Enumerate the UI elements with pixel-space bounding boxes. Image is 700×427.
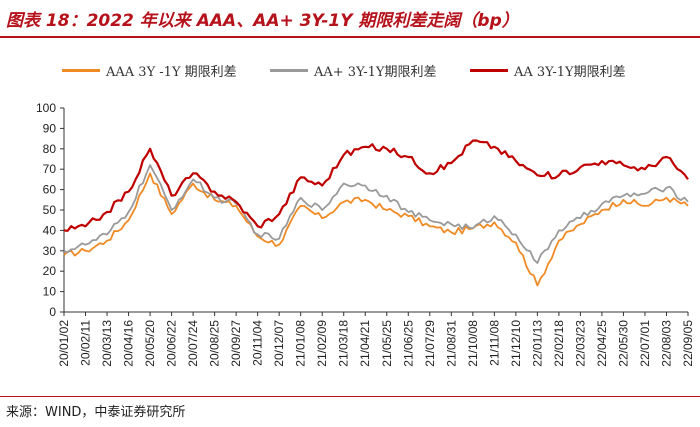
source-divider	[0, 396, 700, 397]
x-tick-label: 22/07/01	[638, 320, 652, 367]
legend-label-aa-plus: AA+ 3Y-1Y期限利差	[314, 64, 437, 80]
legend-swatch-aa-plus	[270, 68, 308, 72]
x-tick-label: 21/11/08	[487, 320, 501, 366]
x-tick-label: 20/08/25	[208, 320, 222, 367]
y-tick-label: 50	[43, 203, 57, 217]
y-tick-label: 70	[43, 162, 57, 176]
x-tick-label: 20/03/13	[100, 320, 114, 367]
legend-label-aaa: AAA 3Y -1Y 期限利差	[106, 64, 237, 80]
x-tick-label: 20/12/07	[272, 320, 286, 367]
x-tick-label: 21/10/08	[466, 320, 480, 367]
legend-item-aaa: AAA 3Y -1Y 期限利差	[62, 60, 237, 80]
x-tick-label: 21/03/18	[337, 320, 351, 367]
x-tick-label: 21/02/09	[315, 320, 329, 367]
x-tick-label: 22/01/13	[530, 320, 544, 367]
x-tick-label: 21/06/25	[401, 320, 415, 367]
y-tick-label: 80	[43, 142, 57, 156]
x-tick-label: 22/05/30	[616, 320, 630, 367]
legend-label-aa: AA 3Y-1Y期限利差	[514, 64, 626, 80]
legend-swatch-aaa	[62, 68, 100, 72]
x-tick-label: 20/06/22	[165, 320, 179, 367]
y-tick-label: 0	[49, 305, 56, 319]
y-tick-label: 30	[43, 244, 57, 258]
legend-item-aa: AA 3Y-1Y期限利差	[470, 60, 626, 80]
series-line-1	[63, 164, 689, 264]
legend-swatch-aa	[470, 68, 508, 72]
y-tick-label: 90	[43, 121, 57, 135]
x-tick-label: 22/03/23	[573, 320, 587, 367]
x-tick-label: 20/11/04	[251, 320, 265, 366]
y-tick-label: 10	[43, 285, 57, 299]
series-line-2	[63, 139, 689, 232]
y-tick-label: 100	[36, 101, 56, 115]
y-tick-label: 60	[43, 183, 57, 197]
x-tick-label: 21/08/31	[444, 320, 458, 367]
x-tick-label: 20/01/02	[57, 320, 71, 367]
y-tick-label: 40	[43, 223, 57, 237]
x-tick-label: 21/12/10	[509, 320, 523, 367]
series-line-0	[63, 172, 689, 287]
source-note: 来源：WIND，中泰证券研究所	[6, 405, 186, 420]
x-tick-label: 22/02/18	[552, 320, 566, 367]
legend-item-aa-plus: AA+ 3Y-1Y期限利差	[270, 60, 436, 80]
x-tick-label: 20/07/24	[186, 320, 200, 367]
y-tick-label: 20	[43, 264, 57, 278]
x-tick-label: 20/02/11	[79, 320, 93, 366]
x-tick-label: 22/09/05	[681, 320, 695, 367]
title-divider	[0, 36, 700, 38]
chart-title: 图表 18：2022 年以来 AAA、AA+ 3Y-1Y 期限利差走阔（bp）	[6, 11, 519, 31]
x-tick-label: 22/04/25	[595, 320, 609, 367]
x-tick-label: 20/05/20	[143, 320, 157, 367]
x-tick-label: 21/04/21	[358, 320, 372, 367]
x-tick-label: 21/07/29	[423, 320, 437, 367]
legend: AAA 3Y -1Y 期限利差 AA+ 3Y-1Y期限利差 AA 3Y-1Y期限…	[0, 60, 700, 80]
x-tick-label: 20/04/16	[122, 320, 136, 367]
x-tick-label: 21/05/25	[380, 320, 394, 367]
x-tick-label: 20/09/27	[229, 320, 243, 367]
x-tick-label: 21/01/08	[294, 320, 308, 367]
line-chart: 0 10 20 30 40 50 60 70 80 90 100 20/01/02 20/02/11 20…	[36, 101, 695, 367]
x-tick-label: 22/08/03	[659, 320, 673, 367]
